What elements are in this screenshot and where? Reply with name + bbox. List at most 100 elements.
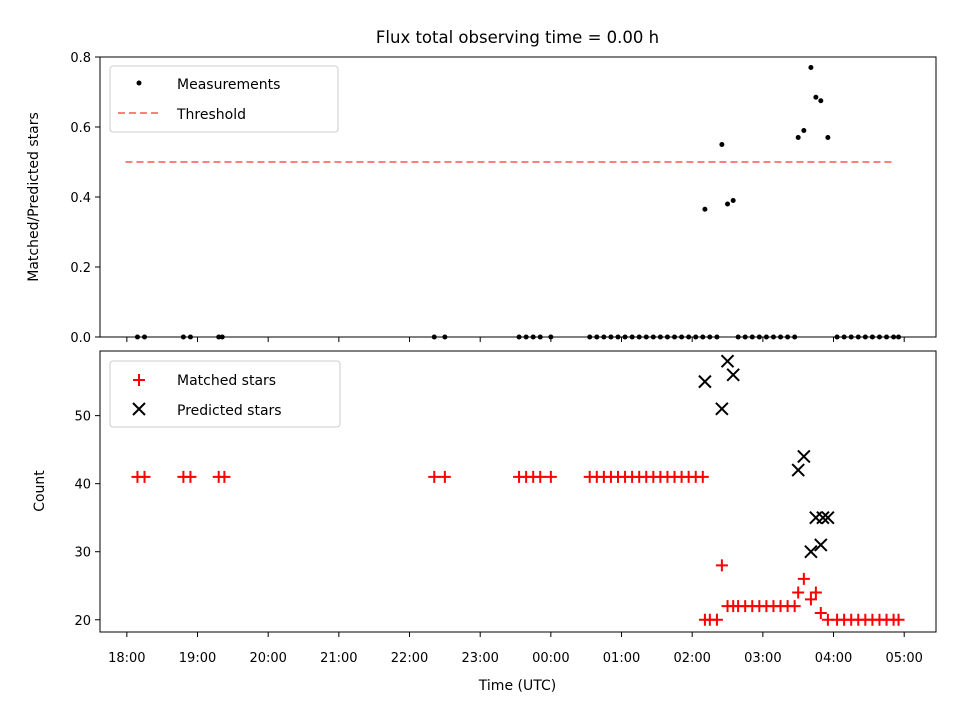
x-tick-label: 23:00 — [461, 651, 498, 666]
bottom-y-tick-label: 20 — [74, 614, 91, 629]
top-legend: Measurements Threshold — [109, 65, 339, 133]
measurement-point — [813, 94, 819, 100]
x-tick-label: 19:00 — [179, 651, 216, 666]
measurement-point — [594, 334, 600, 340]
legend-matched-label: Matched stars — [177, 373, 276, 389]
measurement-point — [672, 334, 678, 340]
legend-predicted-marker — [132, 402, 146, 416]
predicted-star-point — [715, 402, 729, 416]
legend-predicted-label: Predicted stars — [177, 403, 282, 419]
predicted-star-point — [816, 510, 830, 525]
measurement-point — [664, 334, 670, 340]
legend-measurements-label: Measurements — [177, 77, 280, 93]
bottom-axes-frame — [99, 350, 937, 633]
predicted-star-point — [726, 368, 740, 382]
measurement-point — [719, 142, 725, 147]
legend-matched-marker — [133, 374, 145, 386]
measurement-point — [679, 334, 685, 340]
x-tick-label: 22:00 — [391, 651, 428, 666]
measurement-point — [142, 334, 148, 340]
measurement-point — [763, 334, 769, 340]
bottom-y-axis-label: Count — [32, 470, 48, 512]
top-y-tick-label: 0.0 — [70, 331, 91, 346]
measurement-point — [702, 206, 708, 212]
measurement-point — [855, 334, 861, 340]
matched-star-point — [696, 470, 709, 483]
measurement-point — [848, 334, 854, 340]
top-y-tick-label: 0.4 — [70, 191, 91, 206]
bottom-legend-box — [109, 360, 341, 428]
top-legend-box — [109, 65, 339, 133]
measurement-point — [884, 334, 890, 340]
measurement-point — [785, 334, 791, 340]
measurement-point — [686, 334, 692, 340]
measurement-point — [516, 334, 522, 340]
measurement-point — [442, 334, 448, 340]
measurement-point — [730, 198, 736, 203]
measurement-point — [841, 334, 847, 340]
bottom-y-tick-label: 40 — [74, 478, 91, 493]
measurement-point — [756, 334, 762, 340]
measurement-point — [725, 201, 731, 207]
measurement-point — [187, 334, 193, 340]
measurement-point — [657, 334, 663, 340]
x-tick-label: 03:00 — [744, 651, 781, 666]
matched-star-point — [797, 572, 810, 585]
x-tick-label: 02:00 — [673, 651, 710, 666]
matched-star-point — [788, 600, 801, 613]
measurement-point — [643, 334, 649, 340]
matched-star-point — [428, 470, 441, 483]
measurement-point — [862, 334, 868, 340]
predicted-star-point — [814, 538, 828, 552]
bottom-y-tick-label: 30 — [74, 546, 91, 561]
measurement-point — [749, 334, 755, 340]
measurement-point — [825, 135, 831, 140]
measurement-point — [650, 334, 656, 340]
measurement-point — [608, 334, 614, 340]
measurement-point — [216, 334, 222, 340]
measurement-point — [537, 334, 543, 340]
measurement-point — [876, 334, 882, 340]
matched-star-point — [534, 470, 547, 483]
top-panel: 0.0 0.2 0.4 0.6 0.8 Measurements Threshold — [70, 51, 937, 346]
matched-star-point — [792, 586, 805, 599]
legend-threshold-label: Threshold — [176, 107, 246, 123]
measurement-point — [219, 334, 225, 340]
measurement-point — [869, 334, 875, 340]
top-y-tick-label: 0.2 — [70, 261, 91, 276]
measurement-point — [615, 334, 621, 340]
measurement-point — [180, 334, 186, 340]
measurement-point — [622, 334, 628, 340]
measurement-point — [834, 334, 840, 340]
measurement-point — [770, 334, 776, 340]
measurement-point — [431, 334, 437, 340]
measurement-point — [700, 334, 706, 340]
measurement-point — [587, 334, 593, 340]
measurement-point — [636, 334, 642, 340]
matched-star-point — [710, 613, 723, 626]
matched-star-point — [892, 613, 905, 626]
x-tick-label: 04:00 — [815, 651, 852, 666]
matched-star-point — [218, 470, 231, 483]
measurement-point — [896, 334, 902, 340]
predicted-star-point — [797, 449, 811, 464]
bottom-legend: Matched stars Predicted stars — [109, 360, 341, 428]
x-tick-label: 18:00 — [108, 651, 145, 666]
x-axis-label: Time (UTC) — [478, 678, 556, 694]
x-tick-label: 20:00 — [249, 651, 286, 666]
measurement-point — [629, 334, 635, 340]
measurement-point — [742, 334, 748, 340]
matched-star-point — [184, 470, 197, 483]
x-tick-label: 00:00 — [532, 651, 569, 666]
measurement-point — [818, 98, 824, 104]
measurement-point — [778, 334, 784, 340]
top-y-axis-label: Matched/Predicted stars — [26, 112, 42, 282]
predicted-star-point — [698, 374, 712, 389]
predicted-star-point — [804, 545, 818, 559]
measurement-point — [601, 334, 607, 340]
measurement-point — [134, 334, 140, 340]
legend-measurements-marker — [136, 80, 142, 86]
predicted-star-point — [821, 510, 835, 525]
matched-star-point — [814, 606, 827, 619]
measurement-point — [548, 334, 554, 340]
